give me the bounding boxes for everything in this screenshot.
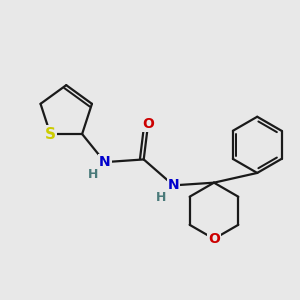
Text: N: N — [99, 155, 111, 169]
Text: H: H — [156, 191, 167, 204]
Text: N: N — [168, 178, 179, 192]
Text: H: H — [88, 167, 98, 181]
Text: O: O — [208, 232, 220, 246]
Text: S: S — [45, 127, 56, 142]
Text: O: O — [142, 117, 154, 131]
